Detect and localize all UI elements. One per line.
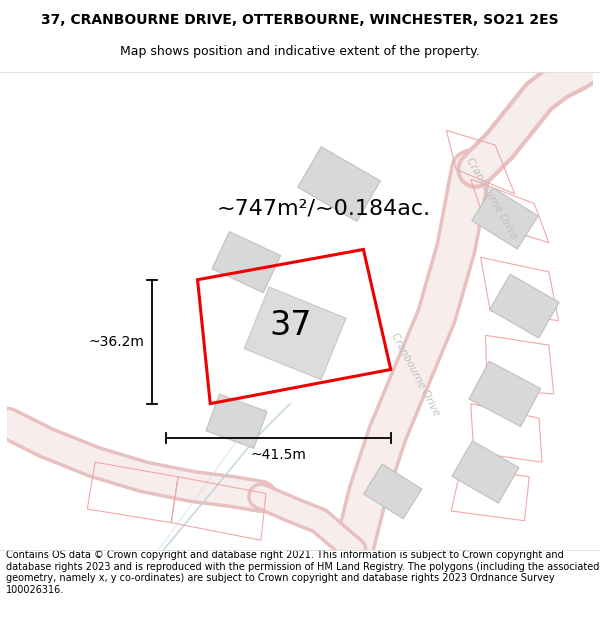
Polygon shape (212, 232, 281, 292)
Polygon shape (472, 188, 538, 249)
Text: ~747m²/~0.184ac.: ~747m²/~0.184ac. (217, 199, 431, 219)
Polygon shape (469, 361, 541, 427)
Text: ~36.2m: ~36.2m (88, 334, 144, 349)
Text: Cranbourne Drive: Cranbourne Drive (464, 156, 518, 241)
Text: Contains OS data © Crown copyright and database right 2021. This information is : Contains OS data © Crown copyright and d… (6, 550, 599, 595)
Text: 37, CRANBOURNE DRIVE, OTTERBOURNE, WINCHESTER, SO21 2ES: 37, CRANBOURNE DRIVE, OTTERBOURNE, WINCH… (41, 13, 559, 27)
Polygon shape (244, 287, 346, 379)
Polygon shape (206, 394, 267, 448)
Polygon shape (452, 441, 519, 503)
Text: 37: 37 (269, 309, 312, 342)
Text: Map shows position and indicative extent of the property.: Map shows position and indicative extent… (120, 44, 480, 58)
Polygon shape (490, 274, 559, 338)
Polygon shape (364, 464, 422, 519)
Text: Cranbourne Drive: Cranbourne Drive (389, 331, 441, 418)
Polygon shape (298, 147, 380, 221)
Text: ~41.5m: ~41.5m (251, 448, 307, 461)
